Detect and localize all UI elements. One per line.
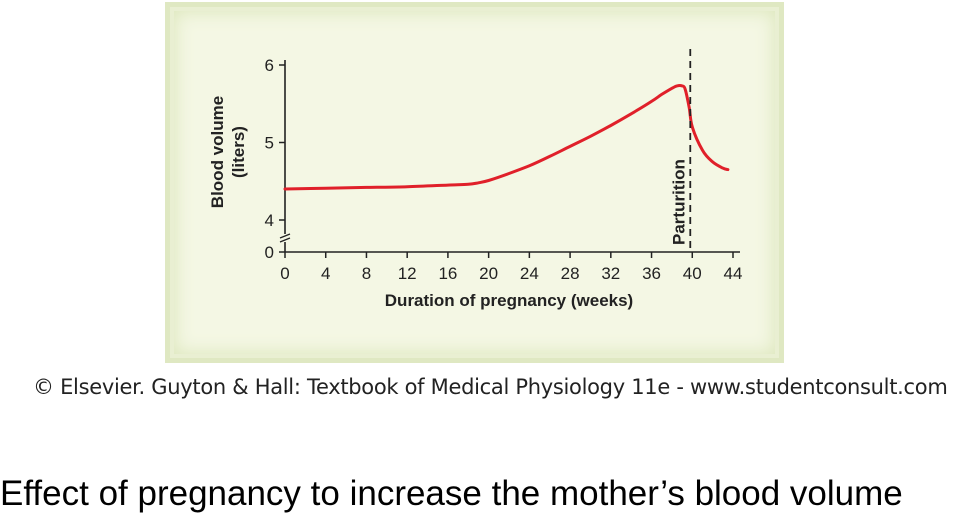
x-tick-label: 36: [642, 264, 661, 283]
x-tick-label: 8: [362, 264, 371, 283]
figure-panel: 0 4 5 6 0 4 8 12 16 20 24 28 32 36 40 44 Parturition B…: [165, 2, 784, 363]
slide-caption: Effect of pregnancy to increase the moth…: [0, 474, 903, 513]
series-line-blood-volume: [283, 84, 730, 191]
x-tick-label: 32: [601, 264, 620, 283]
x-axis-label: Duration of pregnancy (weeks): [385, 291, 633, 310]
y-tick-label: 5: [265, 134, 274, 153]
x-tick-label: 0: [280, 264, 289, 283]
x-tick-label: 12: [398, 264, 417, 283]
x-tick-label: 28: [561, 264, 580, 283]
chart-axes: [279, 60, 740, 253]
x-tick-label: 44: [724, 264, 743, 283]
blood-volume-chart: 0 4 5 6 0 4 8 12 16 20 24 28 32 36 40 44 Parturition B…: [208, 49, 742, 310]
x-tick-label: 20: [479, 264, 498, 283]
x-tick-label: 4: [321, 264, 330, 283]
x-tick-label: 40: [683, 264, 702, 283]
axis-break-mark: [279, 233, 291, 239]
y-tick-label: 0: [265, 243, 274, 262]
parturition-label: Parturition: [669, 159, 688, 245]
y-axis-label-units: (liters): [229, 126, 248, 178]
x-tick-label: 16: [438, 264, 457, 283]
y-tick-label: 4: [265, 211, 274, 230]
axis-break-mark: [279, 237, 291, 243]
copyright-credit: © Elsevier. Guyton & Hall: Textbook of M…: [33, 375, 948, 399]
y-ticks: 0 4 5 6: [265, 56, 285, 262]
y-tick-label: 6: [265, 56, 274, 75]
y-axis-label: Blood volume: [208, 96, 227, 208]
x-tick-label: 24: [520, 264, 539, 283]
x-ticks: 0 4 8 12 16 20 24 28 32 36 40 44: [280, 252, 742, 283]
